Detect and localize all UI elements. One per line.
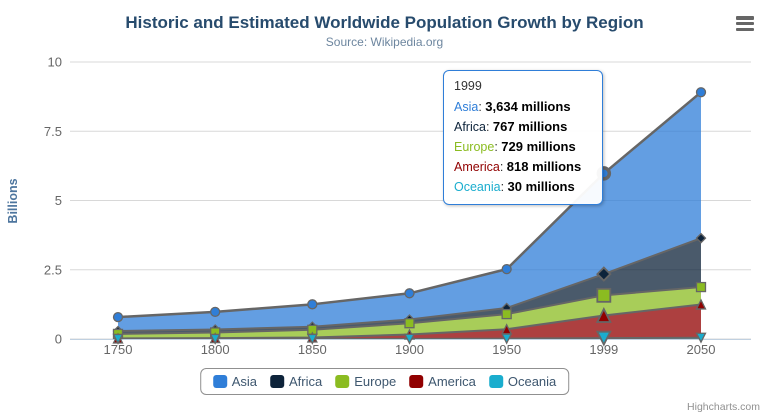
y-axis-label: 0 <box>55 332 62 347</box>
x-axis-label: 1950 <box>492 342 521 357</box>
marker-asia-1900[interactable] <box>404 288 415 299</box>
chart-subtitle: Source: Wikipedia.org <box>325 35 444 49</box>
tooltip-series-value: 3,634 millions <box>485 99 571 114</box>
legend-marker <box>270 375 285 388</box>
marker-oceania-1800[interactable] <box>209 333 221 345</box>
marker-asia-1800[interactable] <box>210 306 221 318</box>
credits-link[interactable]: Highcharts.com <box>687 401 760 413</box>
tooltip-row: Asia: 3,634 millions <box>454 99 571 114</box>
marker-america-2050[interactable] <box>695 298 707 310</box>
legend: Asia Africa Europe America Oceania <box>199 368 570 395</box>
legend-marker <box>212 375 227 388</box>
x-axis-label: 1850 <box>298 342 327 357</box>
tooltip-series-name: Africa <box>454 120 486 134</box>
marker-america-1999[interactable] <box>595 306 612 323</box>
tooltip-row: Oceania: 30 millions <box>454 179 575 194</box>
tooltip-series-value: 30 millions <box>507 179 575 194</box>
marker-oceania-1999[interactable] <box>595 330 612 347</box>
marker-oceania-1950[interactable] <box>501 333 513 345</box>
hamburger-icon <box>736 16 754 20</box>
marker-asia-1950[interactable] <box>501 263 512 275</box>
marker-africa-2050[interactable] <box>695 232 707 244</box>
x-axis-label: 1999 <box>589 342 618 357</box>
y-axis-label: 5 <box>55 193 62 208</box>
export-menu-button[interactable] <box>734 14 756 33</box>
marker-oceania-1850[interactable] <box>306 333 318 345</box>
legend-label: America <box>428 374 476 389</box>
marker-asia-2050[interactable] <box>695 87 707 98</box>
y-axis-label: 10 <box>48 55 62 70</box>
series-area-asia[interactable] <box>118 92 702 331</box>
x-axis-label: 1750 <box>104 342 133 357</box>
marker-europe-2050[interactable] <box>695 281 707 293</box>
y-axis-label: 7.5 <box>44 124 62 139</box>
marker-europe-1950[interactable] <box>501 308 512 320</box>
legend-marker <box>335 375 350 388</box>
tooltip-series-name: America <box>454 160 500 174</box>
legend-marker <box>409 375 424 388</box>
legend-item-europe[interactable]: Europe <box>335 374 396 389</box>
legend-marker <box>488 375 503 388</box>
marker-oceania-2050[interactable] <box>695 332 707 344</box>
tooltip-series-value: 818 millions <box>506 159 582 174</box>
tooltip: 1999 Asia: 3,634 millions Africa: 767 mil… <box>443 70 603 205</box>
tooltip-row: America: 818 millions <box>454 159 582 174</box>
marker-europe-1999[interactable] <box>596 287 612 303</box>
legend-item-asia[interactable]: Asia <box>212 374 258 389</box>
tooltip-row: Europe: 729 millions <box>454 139 576 154</box>
legend-label: Oceania <box>507 374 557 389</box>
y-axis-label: 2.5 <box>44 262 62 277</box>
legend-label: Africa <box>289 374 323 389</box>
legend-item-oceania[interactable]: Oceania <box>488 374 557 389</box>
chart-title: Historic and Estimated Worldwide Populat… <box>125 13 644 32</box>
tooltip-series-value: 767 millions <box>492 119 568 134</box>
x-axis-label: 2050 <box>687 342 716 357</box>
x-axis-label: 1800 <box>201 342 230 357</box>
tooltip-rows: Asia: 3,634 millions Africa: 767 millions… <box>454 97 592 197</box>
tooltip-series-value: 729 millions <box>501 139 576 154</box>
marker-europe-1900[interactable] <box>404 318 415 329</box>
legend-item-america[interactable]: America <box>409 374 476 389</box>
tooltip-series-name: Europe <box>454 140 495 154</box>
marker-africa-1999[interactable] <box>596 266 612 282</box>
marker-asia-1750[interactable] <box>112 311 124 323</box>
legend-label: Asia <box>231 374 258 389</box>
series-area-africa[interactable] <box>118 238 702 334</box>
hamburger-icon <box>736 27 754 31</box>
x-axis-label: 1900 <box>395 342 424 357</box>
marker-oceania-1750[interactable] <box>112 333 124 345</box>
legend-label: Europe <box>354 374 397 389</box>
hamburger-icon <box>736 21 754 26</box>
marker-oceania-1900[interactable] <box>403 333 416 345</box>
series-area-america[interactable] <box>118 304 702 339</box>
tooltip-series-name: Oceania <box>454 180 501 194</box>
marker-asia-1850[interactable] <box>307 299 318 310</box>
legend-item-africa[interactable]: Africa <box>270 374 322 389</box>
tooltip-row: Africa: 767 millions <box>454 119 568 134</box>
tooltip-series-name: Asia <box>454 100 479 114</box>
tooltip-header: 1999 <box>454 79 482 93</box>
